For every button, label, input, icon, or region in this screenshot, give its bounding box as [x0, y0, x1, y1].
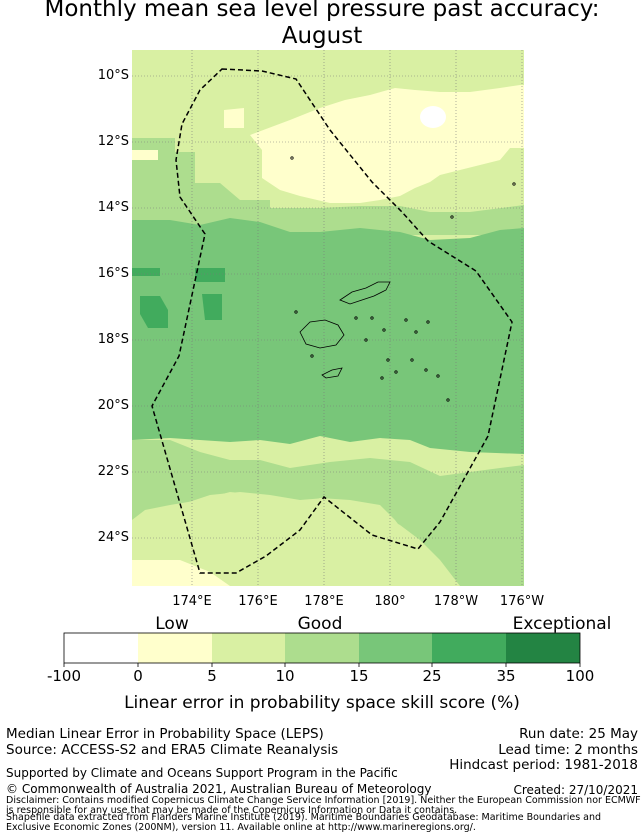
- chart-title: Monthly mean sea level pressure past acc…: [0, 0, 644, 50]
- tick-10: 10: [275, 667, 295, 685]
- lon-label-178w: 178°W: [433, 594, 479, 609]
- region-white-hole: [420, 106, 446, 128]
- region-low-skill-north: [250, 85, 524, 203]
- supported-by: Supported by Climate and Oceans Support …: [6, 766, 398, 780]
- lat-label-10s: 10°S: [97, 68, 129, 83]
- lon-label-180: 180°: [374, 594, 406, 609]
- colorbar-label: Linear error in probability space skill …: [124, 693, 520, 713]
- colorbar: [63, 632, 581, 667]
- region-yellowgreen-south: [132, 492, 460, 586]
- lead-time: Lead time: 2 months: [498, 742, 638, 758]
- tick-15: 15: [349, 667, 369, 685]
- title-line-2: August: [281, 23, 363, 49]
- tick-0: 0: [133, 667, 143, 685]
- lat-label-14s: 14°S: [97, 200, 129, 215]
- island-kadavu: [321, 367, 343, 379]
- fiji-islands: [290, 156, 516, 402]
- lat-label-16s: 16°S: [97, 266, 129, 281]
- colorbar-bin-7: [506, 633, 580, 663]
- lon-label-174e: 174°E: [172, 594, 212, 609]
- hindcast-period: Hindcast period: 1981-2018: [449, 757, 638, 773]
- colorbar-bin-1: [64, 633, 138, 663]
- tick-100: 100: [565, 667, 595, 685]
- colorbar-bin-6: [432, 633, 506, 663]
- colorbar-bin-5: [359, 633, 432, 663]
- lon-label-176w: 176°W: [499, 594, 545, 609]
- source-text: Source: ACCESS-S2 and ERA5 Climate Reana…: [6, 742, 339, 758]
- lat-label-24s: 24°S: [97, 530, 129, 545]
- colorbar-bin-3: [212, 633, 285, 663]
- category-exceptional: Exceptional: [512, 614, 612, 634]
- lat-label-22s: 22°S: [97, 464, 129, 479]
- created-date: Created: 27/10/2021: [513, 783, 638, 797]
- tick-5: 5: [207, 667, 217, 685]
- region-low-skill-west: [132, 150, 158, 160]
- lat-label-18s: 18°S: [97, 332, 129, 347]
- lat-label-12s: 12°S: [97, 134, 129, 149]
- shapefile-credit: Shapefile data extracted from Flanders M…: [6, 812, 602, 833]
- region-green-center: [132, 218, 524, 454]
- island-vanua-levu: [339, 281, 391, 305]
- category-low: Low: [155, 614, 189, 634]
- tick-25: 25: [422, 667, 442, 685]
- region-darkgreen-patch-4: [202, 294, 222, 320]
- colorbar-bin-4: [285, 633, 359, 663]
- tick-35: 35: [496, 667, 516, 685]
- gridlines: [132, 50, 524, 586]
- leps-description: Median Linear Error in Probability Space…: [6, 726, 324, 742]
- lon-label-176e: 176°E: [238, 594, 278, 609]
- region-darkgreen-patch-3: [140, 296, 168, 328]
- tick-minus-100: -100: [46, 667, 82, 685]
- colorbar-bin-2: [138, 633, 212, 663]
- category-good: Good: [297, 614, 343, 634]
- title-line-1: Monthly mean sea level pressure past acc…: [44, 0, 600, 22]
- lon-label-178e: 178°E: [304, 594, 344, 609]
- island-viti-levu: [299, 319, 345, 349]
- region-lightgreen-north: [132, 138, 524, 235]
- region-darkgreen-patch-2: [195, 268, 225, 282]
- run-date: Run date: 25 May: [519, 726, 638, 742]
- disclaimer: Disclaimer: Contains modified Copernicus…: [6, 795, 641, 816]
- eez-boundary: [151, 68, 513, 574]
- region-low-skill-south: [132, 560, 230, 586]
- lat-label-20s: 20°S: [97, 398, 129, 413]
- region-darkgreen-patch-1: [132, 268, 160, 276]
- copyright: © Commonwealth of Australia 2021, Austra…: [6, 782, 432, 796]
- region-low-skill-islet: [224, 108, 244, 128]
- colorbar-frame: [63, 632, 581, 664]
